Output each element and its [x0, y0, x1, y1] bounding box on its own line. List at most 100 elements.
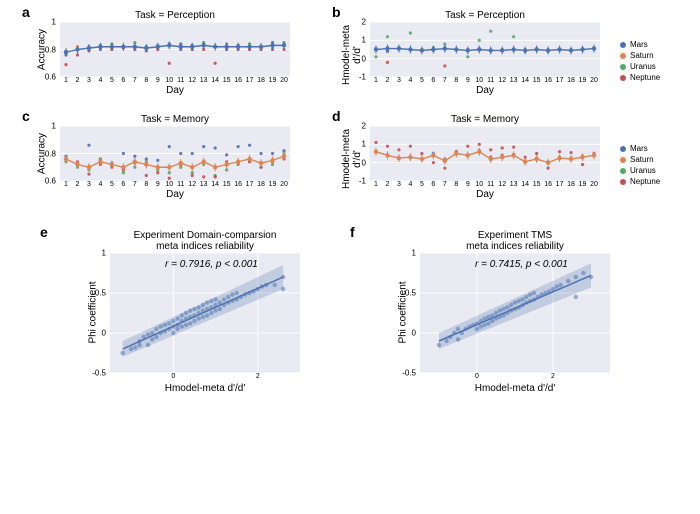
ylabel: Accuracy: [37, 9, 48, 89]
xtick: 20: [590, 181, 598, 188]
legend-item: Uranus: [620, 166, 660, 175]
xtick: 5: [420, 181, 424, 188]
xtick: 9: [156, 77, 160, 84]
xtick: 2: [256, 373, 260, 380]
panel-label: b: [332, 4, 341, 20]
xtick: 7: [133, 77, 137, 84]
panel-label: a: [22, 4, 30, 20]
xtick: 10: [165, 181, 173, 188]
chart-title: Experiment Domain-comparsionmeta indices…: [110, 230, 300, 252]
stats-label: r = 0.7916, p < 0.001: [165, 259, 258, 270]
xtick: 3: [87, 77, 91, 84]
legend-label: Mars: [630, 144, 648, 153]
xtick: 10: [475, 77, 483, 84]
xtick: 16: [234, 181, 242, 188]
plot-area: [370, 126, 600, 181]
xtick: 6: [431, 77, 435, 84]
xtick: 16: [544, 77, 552, 84]
xtick: 17: [246, 77, 254, 84]
xtick: 12: [498, 181, 506, 188]
plot-area: [420, 253, 610, 373]
ytick: 1: [84, 249, 106, 258]
panel-label: d: [332, 108, 341, 124]
plot-area: [60, 126, 290, 181]
xtick: 2: [76, 181, 80, 188]
legend-label: Mars: [630, 40, 648, 49]
xtick: 14: [521, 181, 529, 188]
xtick: 15: [223, 181, 231, 188]
xtick: 4: [408, 181, 412, 188]
stats-label: r = 0.7415, p < 0.001: [475, 259, 568, 270]
ylabel: Phi coefficient: [88, 268, 99, 358]
legend-item: Uranus: [620, 62, 660, 71]
xtick: 20: [590, 77, 598, 84]
xtick: 19: [579, 181, 587, 188]
xtick: 16: [544, 181, 552, 188]
xtick: 18: [257, 181, 265, 188]
xtick: 8: [454, 181, 458, 188]
xlabel: Hmodel-meta d'/d': [110, 383, 300, 394]
xtick: 8: [454, 77, 458, 84]
xtick: 20: [280, 77, 288, 84]
xtick: 18: [257, 77, 265, 84]
xtick: 5: [110, 77, 114, 84]
legend-dot-icon: [620, 168, 626, 174]
xtick: 7: [133, 181, 137, 188]
xtick: 19: [579, 77, 587, 84]
xtick: 13: [510, 181, 518, 188]
xtick: 0: [475, 373, 479, 380]
xtick: 3: [397, 77, 401, 84]
xtick: 11: [487, 181, 494, 188]
xtick: 10: [475, 181, 483, 188]
xtick: 1: [374, 77, 378, 84]
xtick: 4: [98, 181, 102, 188]
ytick: -0.5: [84, 369, 106, 378]
plot-area: [370, 22, 600, 77]
chart-title: Task = Memory: [370, 114, 600, 125]
xtick: 6: [121, 77, 125, 84]
xtick: 1: [374, 181, 378, 188]
xtick: 2: [386, 77, 390, 84]
xtick: 15: [533, 181, 541, 188]
panel-label: e: [40, 224, 48, 240]
xtick: 16: [234, 77, 242, 84]
xtick: 12: [188, 181, 196, 188]
legend-dot-icon: [620, 179, 626, 185]
xtick: 17: [556, 77, 564, 84]
legend: MarsSaturnUranusNeptune: [620, 142, 660, 188]
panel-label: c: [22, 108, 30, 124]
xtick: 14: [211, 181, 219, 188]
xlabel: Day: [370, 85, 600, 96]
plot-area: [110, 253, 300, 373]
xtick: 2: [386, 181, 390, 188]
legend-item: Neptune: [620, 73, 660, 82]
xtick: 14: [521, 77, 529, 84]
xtick: 7: [443, 181, 447, 188]
xtick: 11: [487, 77, 494, 84]
legend-dot-icon: [620, 157, 626, 163]
panel-e: eExperiment Domain-comparsionmeta indice…: [70, 230, 300, 394]
panel-c: cTask = Memory0.60.811234567891011121314…: [20, 114, 300, 200]
xtick: 7: [443, 77, 447, 84]
xtick: 9: [466, 77, 470, 84]
chart-title: Experiment TMSmeta indices reliability: [420, 230, 610, 252]
legend-item: Mars: [620, 40, 660, 49]
legend-item: Saturn: [620, 51, 660, 60]
xtick: 18: [567, 181, 575, 188]
panel-label: f: [350, 224, 355, 240]
ytick: -0.5: [394, 369, 416, 378]
ylabel: Phi coefficient: [398, 268, 409, 358]
xlabel: Day: [60, 85, 290, 96]
xtick: 1: [64, 181, 68, 188]
legend-label: Uranus: [630, 166, 656, 175]
legend-label: Uranus: [630, 62, 656, 71]
plot-area: [60, 22, 290, 77]
xtick: 8: [144, 77, 148, 84]
chart-title: Task = Perception: [370, 10, 600, 21]
legend: Mars Saturn Uranus Neptune: [620, 38, 660, 84]
xtick: 15: [533, 77, 541, 84]
panel-d: dTask = Memory-1012123456789101112131415…: [330, 114, 610, 200]
xtick: 4: [98, 77, 102, 84]
xtick: 12: [498, 77, 506, 84]
legend-item: Mars: [620, 144, 660, 153]
